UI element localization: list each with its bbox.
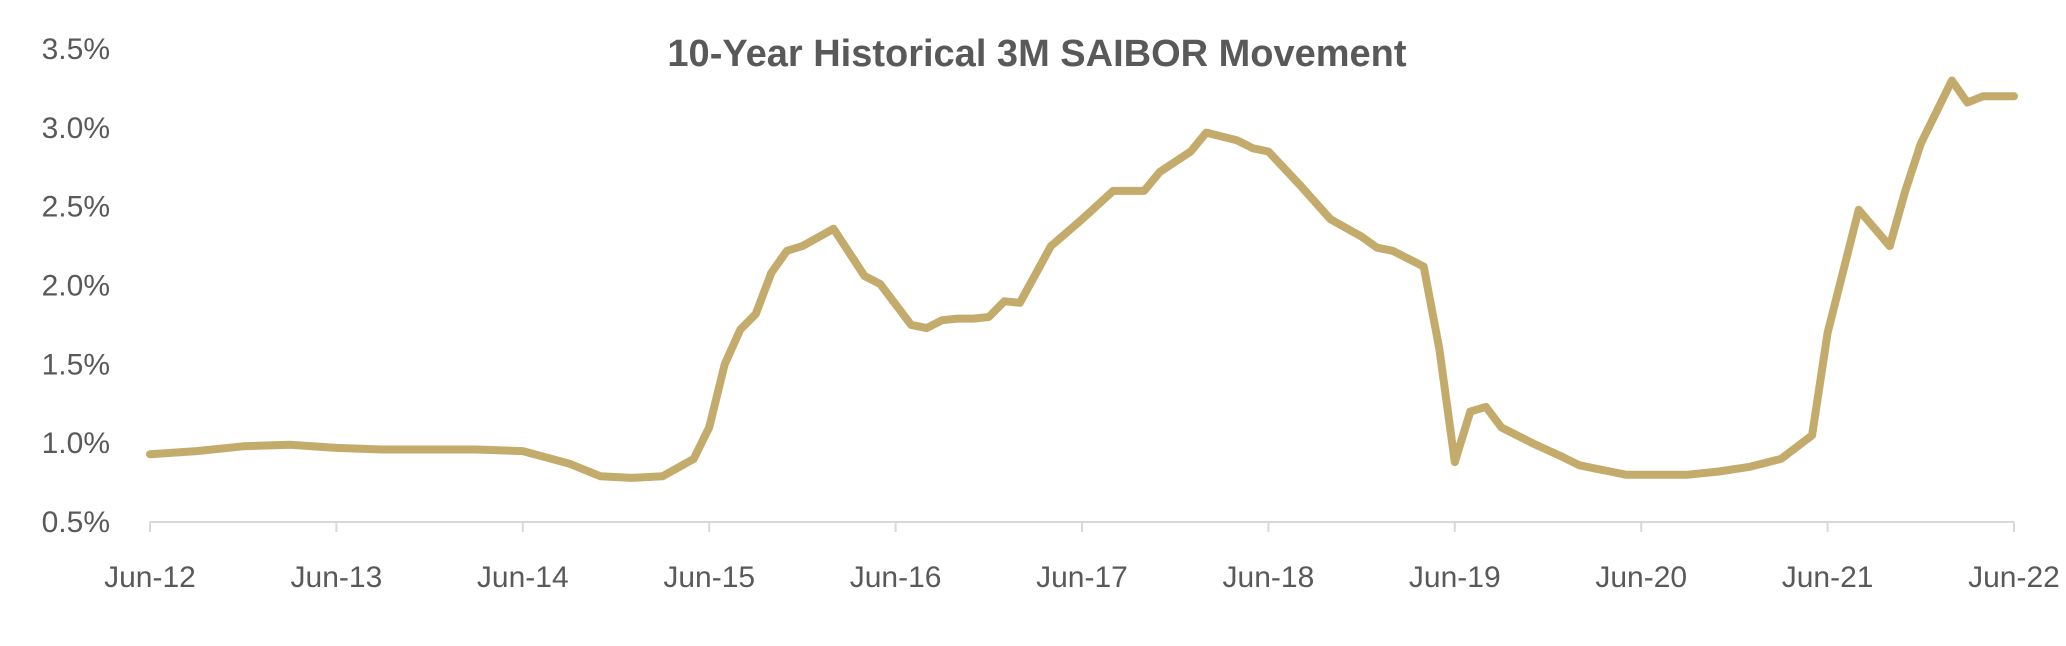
x-tick-label: Jun-19 [1409, 561, 1501, 594]
series-layer [146, 76, 2018, 482]
y-tick-label: 0.5% [42, 506, 110, 539]
x-tick-label: Jun-13 [291, 561, 383, 594]
y-tick-label: 1.5% [42, 348, 110, 381]
x-tick-label: Jun-14 [477, 561, 569, 594]
y-tick-label: 1.0% [42, 427, 110, 460]
x-tick-label: Jun-20 [1595, 561, 1687, 594]
saibor-series-line [146, 76, 2018, 482]
x-axis: Jun-12 Jun-13 Jun-14 Jun-15 Jun-16 Jun-17 Jun-… [104, 521, 2060, 594]
x-tick-label: Jun-21 [1782, 561, 1874, 594]
y-tick-label: 2.0% [42, 270, 110, 303]
x-tick-label: Jun-18 [1223, 561, 1315, 594]
chart-title: 10-Year Historical 3M SAIBOR Movement [667, 33, 1406, 75]
y-tick-label: 2.5% [42, 191, 110, 224]
y-tick-label: 3.5% [42, 33, 110, 66]
x-tick-label: Jun-22 [1968, 561, 2060, 594]
x-tick-label: Jun-12 [104, 561, 196, 594]
y-axis: 0.5% 1.0% 1.5% 2.0% 2.5% 3.0% 3.5% [42, 33, 110, 539]
y-tick-label: 3.0% [42, 112, 110, 145]
x-tick-label: Jun-16 [850, 561, 942, 594]
x-tick-label: Jun-15 [663, 561, 755, 594]
x-tick-label: Jun-17 [1036, 561, 1128, 594]
